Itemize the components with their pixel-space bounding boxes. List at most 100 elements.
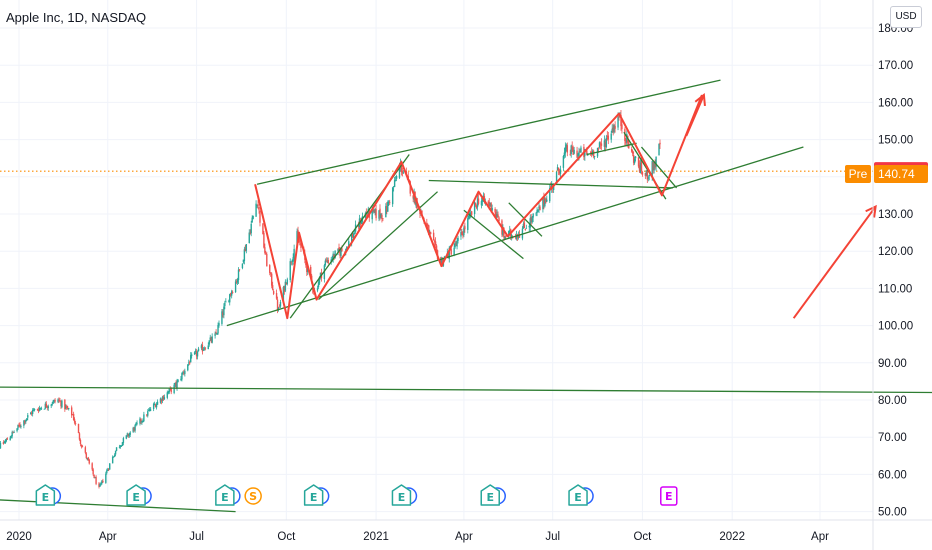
trendline[interactable]: [0, 386, 932, 394]
candle-body: [515, 234, 518, 239]
earnings-event-marker[interactable]: E: [303, 484, 330, 506]
trendline[interactable]: [428, 179, 673, 189]
candle: [44, 401, 47, 410]
candle: [61, 399, 63, 409]
candle-body: [93, 474, 95, 479]
candle-body: [578, 151, 580, 156]
earnings-event-marker[interactable]: E: [480, 484, 506, 506]
candle-body: [237, 269, 240, 281]
earnings-event-marker[interactable]: E: [391, 484, 418, 506]
candle-body: [618, 116, 620, 118]
trendline[interactable]: [256, 79, 721, 185]
candle: [108, 467, 110, 472]
earnings-event-marker[interactable]: E: [215, 484, 241, 506]
candle-body: [184, 370, 186, 374]
candle-body: [244, 248, 247, 252]
candle-body: [386, 206, 388, 211]
price-axis[interactable]: 50.00 60.00 70.00 80.00 90.00 100.00 110.00 120…: [872, 0, 913, 550]
candle: [180, 376, 182, 382]
candle-body: [94, 477, 96, 479]
candle: [23, 420, 25, 429]
candle-body: [389, 202, 391, 204]
candle-body: [502, 228, 504, 236]
candle-body: [435, 245, 438, 251]
candle-body: [170, 387, 172, 393]
candle-body: [351, 234, 354, 238]
candle-body: [457, 237, 459, 242]
candle-body: [599, 143, 602, 145]
candle: [46, 405, 48, 411]
candle-body: [195, 351, 198, 357]
candle-body: [98, 483, 100, 487]
candle: [539, 205, 541, 211]
candle-body: [27, 415, 29, 418]
candle-body: [106, 470, 108, 473]
candle: [473, 200, 476, 218]
candle-body: [391, 187, 394, 205]
candle-body: [586, 150, 588, 155]
earnings-event-marker[interactable]: E: [660, 486, 678, 506]
candle: [283, 285, 286, 295]
earnings-event-marker[interactable]: E: [126, 484, 152, 506]
earnings-event-marker[interactable]: E: [35, 484, 62, 506]
candle-body: [121, 442, 124, 446]
candle: [496, 209, 498, 218]
pattern-polyline[interactable]: [254, 94, 703, 320]
candle-body: [536, 210, 538, 213]
candle-body: [373, 209, 375, 212]
trendline[interactable]: [463, 209, 524, 260]
forecast-arrow[interactable]: [685, 93, 706, 137]
candle-body: [395, 176, 398, 179]
candle-body: [59, 400, 61, 402]
candle: [0, 441, 2, 449]
candle: [532, 213, 534, 223]
candle: [497, 211, 499, 218]
candle-body: [427, 224, 429, 227]
candle-body: [285, 282, 288, 285]
candle-body: [99, 484, 101, 487]
candle-body: [401, 170, 404, 173]
candle: [593, 156, 596, 160]
candle-body: [464, 226, 466, 230]
trendline[interactable]: [640, 146, 678, 189]
candle: [118, 444, 121, 449]
candle-body: [382, 218, 384, 220]
event-label: E: [665, 490, 673, 503]
candle-body: [360, 221, 363, 224]
trendline[interactable]: [586, 142, 637, 156]
candle-body: [162, 396, 165, 400]
currency-button[interactable]: USD: [890, 6, 922, 28]
candle: [30, 411, 32, 415]
candle-body: [218, 323, 220, 326]
trendline[interactable]: [0, 499, 236, 513]
candle-body: [546, 199, 548, 202]
trendlines: [0, 79, 932, 513]
candle-body: [497, 214, 499, 218]
candle: [237, 267, 240, 284]
earnings-event-marker[interactable]: E: [568, 484, 594, 506]
candle-body: [25, 419, 27, 422]
trendline[interactable]: [226, 146, 804, 327]
candle: [183, 369, 185, 376]
candle-body: [139, 418, 141, 424]
time-axis[interactable]: 2020 Apr Jul Oct 2021 Apr Jul Oct 2022 Apr: [0, 519, 932, 543]
candle: [542, 197, 544, 213]
candle-body: [243, 249, 246, 262]
split-event-marker[interactable]: S: [244, 487, 262, 505]
trendline[interactable]: [508, 202, 543, 237]
candle: [317, 279, 320, 289]
candle-body: [496, 213, 498, 218]
candle-body: [136, 422, 138, 424]
candle-body: [621, 124, 623, 130]
trendline[interactable]: [318, 191, 438, 301]
forecast-arrow[interactable]: [792, 204, 877, 319]
candle-body: [258, 207, 260, 211]
candle-body: [334, 250, 336, 259]
candle: [284, 279, 287, 293]
candle-body: [189, 362, 191, 364]
candle-body: [488, 201, 490, 207]
event-label: E: [574, 491, 582, 504]
candle-body: [252, 215, 254, 219]
